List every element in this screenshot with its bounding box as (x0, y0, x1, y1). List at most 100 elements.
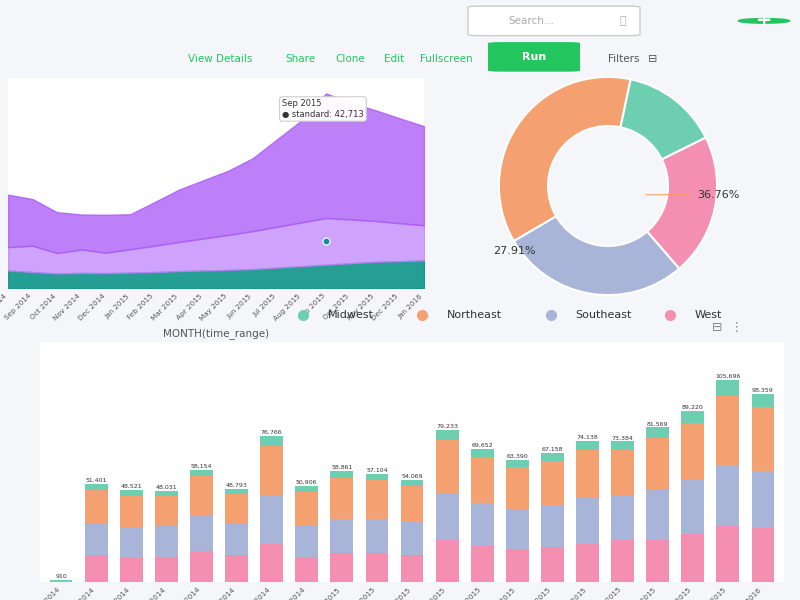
Text: 910: 910 (55, 574, 67, 579)
Bar (190, 470, 213, 476)
X-axis label: MONTH(time_range): MONTH(time_range) (163, 328, 269, 339)
Bar (50, 580, 73, 581)
Bar (751, 394, 774, 407)
Bar (366, 553, 388, 582)
Text: Fullscreen: Fullscreen (420, 54, 473, 64)
Text: Northeast: Northeast (446, 310, 502, 320)
Bar (225, 489, 248, 494)
Bar (330, 518, 354, 553)
Bar (155, 526, 178, 557)
Text: Midwest: Midwest (328, 310, 374, 320)
Bar (260, 544, 283, 582)
Bar (436, 494, 458, 540)
Bar (260, 446, 283, 496)
Bar (470, 457, 494, 503)
Bar (541, 461, 564, 505)
Bar (225, 555, 248, 582)
Bar (682, 411, 704, 422)
Bar (717, 380, 739, 396)
Text: 79,233: 79,233 (436, 424, 458, 429)
Text: 98,359: 98,359 (752, 388, 774, 392)
Wedge shape (499, 77, 630, 241)
Bar (436, 540, 458, 582)
Text: Share: Share (285, 54, 315, 64)
Text: Search...: Search... (508, 16, 554, 26)
Bar (401, 486, 423, 523)
Bar (541, 454, 564, 461)
Bar (576, 449, 599, 497)
Text: 27.91%: 27.91% (494, 239, 567, 256)
Circle shape (738, 19, 790, 23)
Bar (611, 442, 634, 449)
Text: +: + (756, 11, 772, 31)
Bar (717, 396, 739, 465)
Bar (295, 492, 318, 526)
Text: ⊟  ⋮: ⊟ ⋮ (713, 320, 743, 334)
Text: Sep 2015
● standard: 42,713: Sep 2015 ● standard: 42,713 (282, 99, 364, 119)
Bar (470, 503, 494, 545)
Text: 57,104: 57,104 (366, 467, 388, 472)
Bar (751, 407, 774, 470)
Bar (436, 440, 458, 494)
Text: 73,384: 73,384 (612, 436, 634, 440)
Bar (330, 553, 354, 582)
Bar (155, 496, 178, 526)
Bar (85, 524, 107, 555)
Text: 89,220: 89,220 (682, 405, 704, 410)
Bar (155, 491, 178, 496)
Bar (506, 460, 529, 467)
Bar (576, 441, 599, 449)
Bar (646, 540, 669, 582)
Bar (541, 547, 564, 582)
Text: 76,766: 76,766 (261, 430, 282, 435)
Bar (506, 550, 529, 582)
Text: Edit: Edit (384, 54, 405, 64)
Text: 81,569: 81,569 (647, 421, 669, 426)
Bar (120, 528, 142, 557)
Wedge shape (621, 79, 706, 160)
Bar (646, 427, 669, 438)
Bar (190, 476, 213, 515)
Bar (470, 545, 494, 582)
Bar (366, 480, 388, 518)
Text: 69,652: 69,652 (471, 443, 493, 448)
Text: Clone: Clone (335, 54, 366, 64)
Bar (717, 526, 739, 582)
Text: ⊟: ⊟ (648, 54, 658, 64)
FancyBboxPatch shape (488, 42, 580, 71)
Text: 48,793: 48,793 (226, 483, 247, 488)
Text: 48,031: 48,031 (155, 485, 177, 490)
Bar (120, 557, 142, 582)
Text: 63,390: 63,390 (506, 454, 528, 459)
Bar (506, 509, 529, 550)
Bar (611, 496, 634, 540)
Text: 58,154: 58,154 (190, 464, 212, 469)
Bar (470, 449, 494, 457)
Text: 48,521: 48,521 (121, 484, 142, 489)
Text: West: West (694, 310, 722, 320)
Bar (717, 465, 739, 526)
Bar (611, 449, 634, 496)
Bar (366, 518, 388, 553)
Bar (646, 490, 669, 540)
Bar (155, 557, 178, 582)
Bar (506, 467, 529, 509)
Bar (295, 486, 318, 492)
Bar (85, 490, 107, 524)
Bar (541, 505, 564, 547)
Bar (225, 494, 248, 524)
Bar (366, 473, 388, 480)
Text: 50,906: 50,906 (296, 480, 318, 485)
Bar (436, 430, 458, 440)
Bar (85, 484, 107, 490)
Bar (190, 551, 213, 582)
Bar (682, 534, 704, 582)
Text: Run: Run (522, 52, 546, 62)
FancyBboxPatch shape (468, 6, 640, 35)
Wedge shape (514, 217, 679, 295)
Bar (751, 470, 774, 528)
Bar (260, 436, 283, 446)
Text: Filters: Filters (608, 54, 639, 64)
Bar (260, 496, 283, 544)
Text: 🔍: 🔍 (620, 16, 626, 26)
